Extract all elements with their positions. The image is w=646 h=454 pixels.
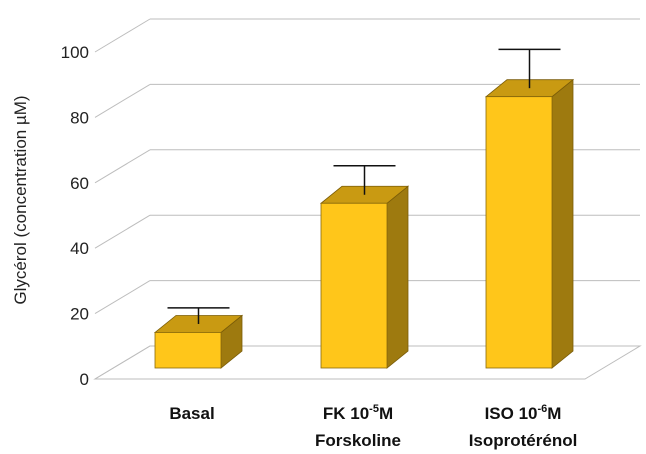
bar-front <box>485 96 553 369</box>
y-tick-label: 100 <box>61 43 89 62</box>
bar-side <box>551 78 574 369</box>
bars <box>153 48 575 369</box>
bar <box>319 164 410 369</box>
category-label: Basal <box>169 404 214 423</box>
gridline-diagonal <box>94 83 151 118</box>
gridline-diagonal <box>94 214 151 249</box>
category-sublabel: Isoprotérénol <box>469 431 578 450</box>
y-tick-label: 60 <box>70 174 89 193</box>
y-tick-label: 40 <box>70 239 89 258</box>
y-tick-label: 20 <box>70 305 89 324</box>
bar-front <box>320 202 388 369</box>
category-sublabel: Forskoline <box>315 431 401 450</box>
bar-front <box>154 332 222 369</box>
y-tick-label: 0 <box>80 370 89 389</box>
x-axis-categories: Basal FK 10-5M Forskoline ISO 10-6M Isoproté… <box>169 403 577 450</box>
bar <box>153 307 244 369</box>
y-tick-label: 80 <box>70 108 89 127</box>
gridline-diagonal <box>94 345 151 380</box>
gridline-diagonal <box>94 18 151 53</box>
gridline-diagonal <box>94 280 151 315</box>
y-axis-label: Glycérol (concentration µM) <box>11 95 30 304</box>
bar-side <box>386 185 409 369</box>
bar <box>484 48 575 369</box>
category-label: FK 10-5M <box>323 403 393 423</box>
category-label: ISO 10-6M <box>485 403 562 423</box>
y-axis-ticks: 0 20 40 60 80 100 <box>61 43 89 389</box>
gridline-diagonal <box>94 149 151 184</box>
